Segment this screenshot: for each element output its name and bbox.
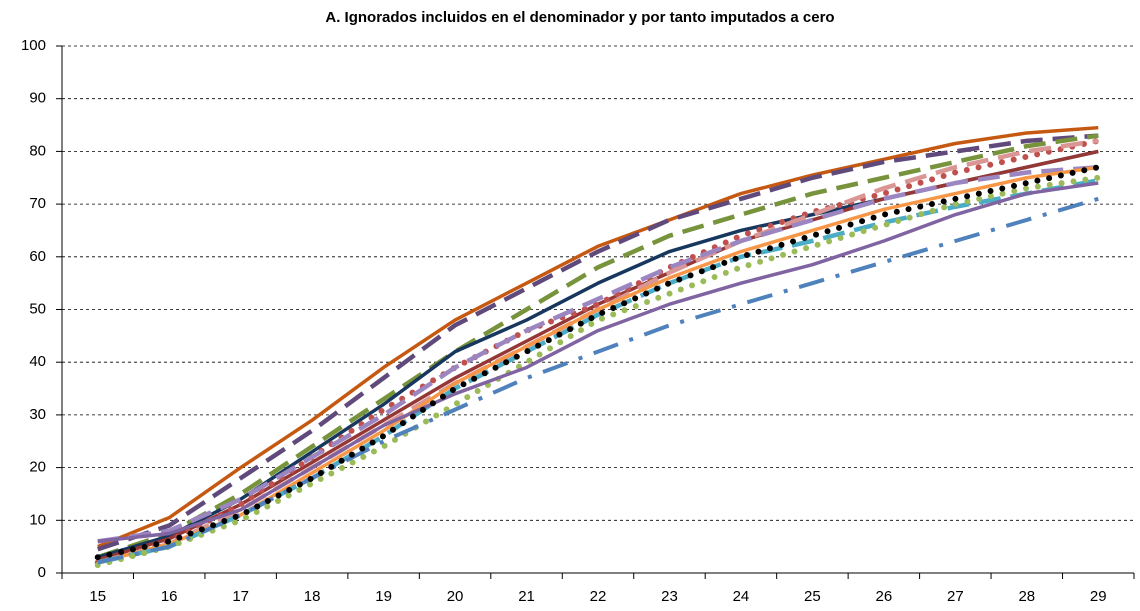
x-tick-label: 25 [804, 588, 821, 605]
line [97, 125, 1099, 549]
line [94, 137, 1102, 566]
line [94, 164, 1102, 561]
x-tick-label: 29 [1090, 588, 1107, 605]
line [97, 133, 1099, 552]
y-tick-label: 40 [29, 353, 46, 370]
x-tick-label: 28 [1018, 588, 1035, 605]
x-tick-label: 19 [375, 588, 392, 605]
y-tick-label: 50 [29, 300, 46, 317]
y-tick-label: 70 [29, 195, 46, 212]
line [97, 149, 1099, 562]
x-tick-label: 17 [232, 588, 249, 605]
chart-title: A. Ignorados incluidos en el denominador… [325, 9, 834, 26]
y-tick-label: 10 [29, 511, 46, 528]
x-tick-label: 16 [161, 588, 178, 605]
line [97, 133, 1099, 560]
line [97, 181, 1099, 544]
y-tick-label: 0 [38, 564, 46, 581]
x-tick-label: 22 [590, 588, 607, 605]
x-tick-label: 20 [447, 588, 464, 605]
y-tick-label: 100 [21, 37, 46, 54]
y-tick-label: 20 [29, 459, 46, 476]
x-tick-label: 21 [518, 588, 535, 605]
y-tick-label: 60 [29, 248, 46, 265]
line [97, 196, 1099, 565]
x-tick-label: 27 [947, 588, 964, 605]
x-tick-label: 23 [661, 588, 678, 605]
y-tick-label: 80 [29, 142, 46, 159]
line [97, 149, 1099, 559]
x-tick-label: 18 [304, 588, 321, 605]
line [94, 174, 1102, 569]
x-tick-label: 26 [876, 588, 893, 605]
x-tick-label: 15 [89, 588, 106, 605]
x-tick-label: 24 [733, 588, 750, 605]
y-tick-label: 30 [29, 406, 46, 423]
y-tick-label: 90 [29, 90, 46, 107]
line [97, 164, 1099, 544]
